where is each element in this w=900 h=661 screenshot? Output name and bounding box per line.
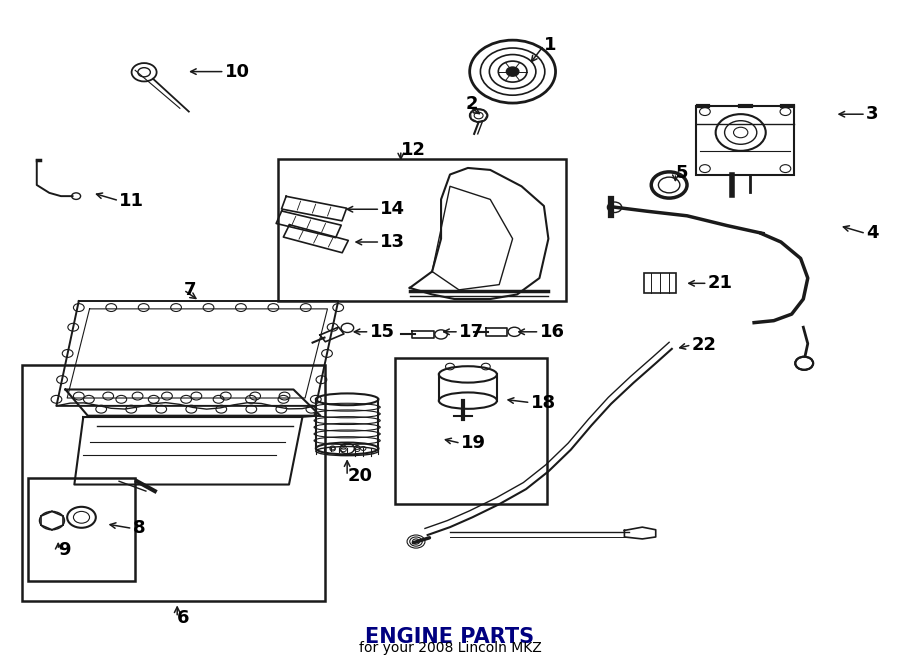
Text: 3: 3 xyxy=(866,105,878,123)
Bar xyxy=(644,274,676,293)
Text: 18: 18 xyxy=(530,393,555,412)
Text: 4: 4 xyxy=(866,225,878,243)
Bar xyxy=(394,358,546,504)
Text: ENGINE PARTS: ENGINE PARTS xyxy=(365,627,535,647)
Text: 8: 8 xyxy=(132,520,145,537)
Text: 9: 9 xyxy=(58,541,71,559)
Text: 10: 10 xyxy=(225,63,249,81)
Text: 21: 21 xyxy=(707,274,733,292)
Text: 16: 16 xyxy=(539,323,564,341)
Text: 14: 14 xyxy=(380,200,405,218)
Text: for your 2008 Lincoln MKZ: for your 2008 Lincoln MKZ xyxy=(358,641,542,656)
Text: 1: 1 xyxy=(544,36,556,54)
Text: 19: 19 xyxy=(461,434,486,452)
Circle shape xyxy=(796,357,813,369)
Text: 22: 22 xyxy=(691,336,716,354)
Bar xyxy=(22,365,325,601)
Bar xyxy=(696,106,795,175)
Text: 11: 11 xyxy=(119,192,144,210)
Circle shape xyxy=(507,67,519,76)
Text: 17: 17 xyxy=(459,323,484,341)
Text: 6: 6 xyxy=(177,609,190,627)
Text: 15: 15 xyxy=(370,323,394,341)
Text: 2: 2 xyxy=(466,95,479,114)
Text: 5: 5 xyxy=(675,164,688,182)
Text: 7: 7 xyxy=(184,281,196,299)
Bar xyxy=(28,478,135,581)
Bar xyxy=(278,159,566,301)
Text: 12: 12 xyxy=(400,141,426,159)
Text: 20: 20 xyxy=(347,467,372,485)
Text: 13: 13 xyxy=(380,233,405,251)
